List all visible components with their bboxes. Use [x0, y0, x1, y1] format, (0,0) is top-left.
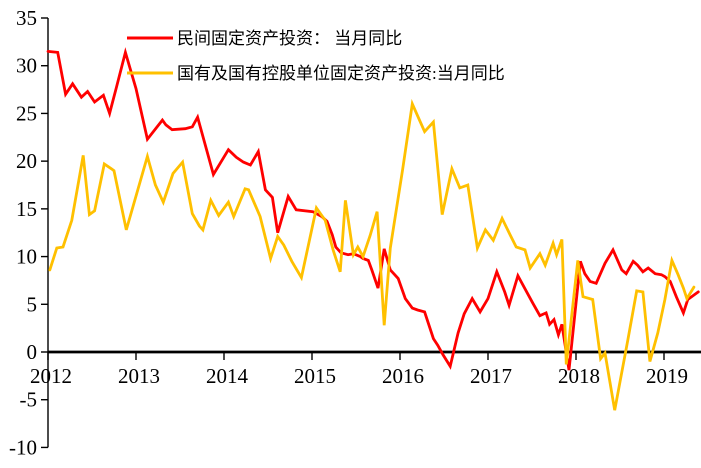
x-tick-label: 2015 — [294, 364, 336, 388]
legend-item-state-investment: 国有及国有控股单位固定资产投资:当月同比 — [127, 64, 505, 83]
axes — [47, 18, 701, 448]
y-tick-label: 10 — [16, 245, 37, 269]
x-tick-label: 2014 — [206, 364, 249, 388]
x-tick-label: 2013 — [118, 364, 160, 388]
x-tick-label: 2016 — [382, 364, 424, 388]
y-tick-label: 5 — [27, 292, 38, 316]
legend-label-state-investment: 国有及国有控股单位固定资产投资:当月同比 — [177, 64, 505, 83]
x-tick-label: 2017 — [470, 364, 512, 388]
x-tick-label: 2019 — [646, 364, 688, 388]
y-tick-label: 20 — [16, 149, 37, 173]
legend: 民间固定资产投资： 当月同比 国有及国有控股单位固定资产投资:当月同比 — [127, 29, 505, 83]
y-tick-label: 35 — [16, 6, 37, 30]
y-tick-label: 25 — [16, 101, 37, 125]
y-tick-label: -10 — [9, 435, 37, 459]
y-tick-label: 15 — [16, 197, 37, 221]
series-lines — [46, 47, 700, 411]
series-line-1 — [48, 98, 696, 411]
y-tick-label: 30 — [16, 54, 37, 78]
series-line-0 — [46, 47, 700, 371]
x-tick-label: 2012 — [30, 364, 72, 388]
y-tick-label: -5 — [20, 388, 38, 412]
legend-label-private-investment: 民间固定资产投资： 当月同比 — [177, 29, 402, 48]
y-tick-label: 0 — [27, 340, 38, 364]
x-tick-label: 2018 — [558, 364, 600, 388]
axis-ticks — [41, 17, 665, 449]
legend-item-private-investment: 民间固定资产投资： 当月同比 — [127, 29, 402, 48]
